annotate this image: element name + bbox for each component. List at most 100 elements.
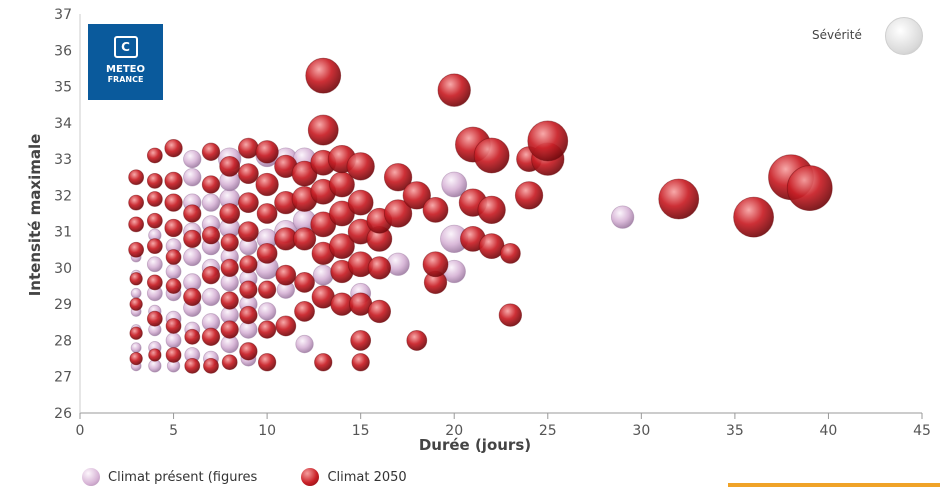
bubble-2050	[129, 326, 143, 340]
accent-bar	[728, 483, 940, 487]
bubble-2050	[129, 351, 143, 366]
bubble-present	[610, 205, 635, 229]
tick-labels: 0 5 10 15 20 25 30 35 40 45 26 27 28 29 30 31 32 33 34 35 36…	[54, 7, 931, 439]
bubble-2050	[220, 320, 239, 339]
bubble-2050	[146, 274, 163, 291]
bubble-2050	[164, 193, 183, 212]
legend-2050-swatch	[301, 468, 320, 486]
bubble-present	[165, 332, 182, 349]
bubble-2050	[129, 272, 143, 286]
legend-2050-label: Climat 2050	[327, 469, 407, 485]
bubble-2050	[292, 227, 317, 251]
meteo-france-logo: C METEO FRANCE	[88, 24, 163, 100]
legend-present-label: Climat présent (figures	[108, 469, 258, 485]
bubble-2050	[164, 218, 183, 238]
bubble-2050	[367, 256, 392, 280]
bubble-2050	[129, 297, 143, 311]
bubble-present	[257, 302, 277, 321]
bubble-2050	[184, 328, 201, 345]
bubble-2050	[220, 258, 239, 278]
logo-line-1: METEO	[106, 64, 145, 75]
bubble-2050	[346, 152, 375, 181]
bubble-2050	[128, 241, 145, 258]
bubble-2050	[437, 73, 471, 107]
bubble-2050	[146, 147, 163, 164]
bubble-2050	[275, 264, 297, 286]
bubble-2050	[201, 226, 221, 245]
x-tick-label: 40	[820, 423, 838, 439]
bubble-2050	[239, 255, 258, 274]
bubble-2050	[165, 347, 182, 363]
bubble-present	[165, 263, 182, 280]
legend: Climat présent (figures Climat 2050	[82, 468, 407, 486]
x-tick-label: 45	[913, 423, 931, 439]
y-tick-label: 27	[54, 370, 72, 386]
bubble-present	[130, 287, 142, 299]
y-tick-label: 30	[54, 261, 72, 277]
x-tick-label: 20	[445, 423, 463, 439]
bubble-2050	[146, 310, 163, 327]
bubble-2050	[294, 301, 315, 322]
bubble-present	[441, 171, 468, 198]
legend-present-swatch	[82, 468, 100, 486]
bubble-2050	[128, 169, 145, 186]
bubble-present	[183, 247, 202, 267]
meteo-france-mark-icon: C	[113, 36, 138, 58]
bubble-2050	[239, 305, 258, 325]
y-tick-label: 29	[54, 297, 72, 313]
bubble-present	[130, 342, 142, 354]
bubble-2050	[367, 299, 392, 324]
bubble-2050	[183, 229, 202, 249]
bubble-2050	[165, 249, 182, 265]
bubble-2050	[201, 142, 221, 161]
x-tick-label: 25	[539, 423, 557, 439]
bubble-2050	[146, 191, 163, 207]
y-tick-label: 32	[54, 188, 72, 204]
bubble-2050	[257, 353, 277, 372]
bubble-2050	[307, 114, 339, 146]
bubble-2050	[499, 242, 521, 264]
bubble-2050	[146, 212, 163, 229]
bubble-present	[183, 149, 202, 169]
bubble-2050	[314, 353, 333, 372]
bubble-2050	[184, 357, 201, 374]
bubble-2050	[201, 175, 221, 194]
bubble-2050	[239, 342, 258, 361]
bubble-2050	[183, 287, 202, 307]
x-tick-label: 30	[632, 423, 650, 439]
series-2050	[128, 57, 833, 374]
bubble-2050	[473, 137, 510, 174]
bubble-2050	[255, 140, 279, 164]
bubble-2050	[256, 242, 278, 264]
bubble-2050	[275, 315, 297, 337]
bubble-2050	[255, 172, 279, 197]
bubble-present	[201, 193, 221, 212]
logo-line-2: FRANCE	[107, 75, 144, 84]
y-tick-label: 37	[54, 7, 72, 23]
bubble-2050	[383, 163, 413, 192]
bubble-2050	[514, 181, 544, 210]
bubble-2050	[305, 57, 342, 94]
bubble-2050	[477, 195, 506, 225]
bubble-2050	[294, 272, 315, 293]
bubble-2050	[183, 204, 202, 223]
bubble-2050	[383, 199, 413, 228]
bubble-2050	[347, 189, 374, 216]
bubble-2050	[220, 291, 239, 310]
bubble-2050	[165, 278, 182, 294]
y-tick-label: 33	[54, 152, 72, 168]
bubble-2050	[219, 203, 241, 224]
bubble-2050	[402, 181, 431, 210]
bubble-2050	[203, 357, 219, 374]
bubble-2050	[406, 330, 428, 351]
bubble-2050	[239, 280, 258, 299]
bubble-2050	[527, 120, 569, 162]
x-tick-label: 0	[76, 423, 85, 439]
axes	[79, 14, 922, 414]
x-tick-label: 10	[258, 423, 276, 439]
bubble-2050	[733, 196, 774, 238]
y-tick-label: 31	[54, 225, 72, 241]
bubble-2050	[329, 233, 355, 260]
